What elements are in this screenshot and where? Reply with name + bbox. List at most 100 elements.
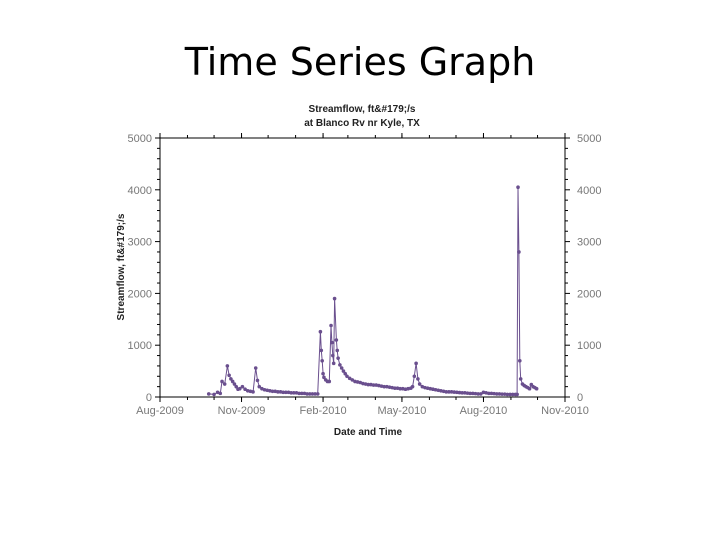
data-point [449,390,454,394]
data-point [212,392,216,397]
data-layer [206,185,539,397]
chart-title-line2: at Blanco Rv nr Kyle, TX [304,118,420,129]
data-point [527,386,532,391]
y-tick-label-right: 1000 [577,340,601,352]
data-point [486,391,491,396]
data-point [502,392,507,396]
data-point [412,374,417,379]
data-point [330,340,334,345]
data-point [319,348,324,353]
data-point [255,378,260,383]
data-point [338,363,342,367]
data-point [366,382,371,387]
data-point [444,390,449,394]
data-point [289,391,293,395]
data-point [457,390,462,395]
data-point [334,338,339,342]
data-point [297,391,301,396]
data-point [460,391,464,395]
data-point [494,392,499,396]
data-point [305,392,309,396]
data-point [382,384,387,389]
data-point [329,323,333,328]
data-point [225,364,230,368]
data-point [510,392,515,397]
data-point [284,390,288,395]
data-point [505,392,510,397]
data-point [206,392,211,396]
data-point [345,374,349,379]
data-point [500,392,504,396]
data-point [276,390,280,394]
data-point [327,379,332,384]
data-point [398,386,402,391]
data-point [452,390,457,394]
x-tick-label: Aug-2009 [136,405,184,417]
data-point [331,361,336,366]
y-tick-label-left: 4000 [128,185,152,197]
data-point [270,389,275,394]
data-point [414,361,418,366]
data-point [410,384,415,389]
data-point [489,391,494,396]
y-tick-label-right: 0 [577,392,583,404]
data-point [310,392,315,396]
data-point [516,185,520,190]
data-point [339,366,344,370]
data-point [517,250,521,254]
data-point [447,390,451,394]
y-tick-label-right: 2000 [577,288,601,300]
data-point [320,358,324,363]
x-tick-label: Nov-2009 [218,405,266,417]
data-point [335,348,340,353]
data-point [473,391,478,396]
y-tick-label-left: 3000 [128,237,152,249]
data-point [455,390,459,395]
data-point [508,392,512,397]
data-point [229,377,233,381]
data-point [227,373,231,378]
data-point [232,382,237,386]
data-point [515,392,519,397]
data-point [492,391,496,396]
data-point [251,390,255,394]
data-point [463,391,467,395]
data-point [471,391,475,396]
data-point [257,384,262,389]
data-point [350,378,355,382]
data-point [237,386,242,391]
data-point [218,391,223,396]
data-point [371,383,376,387]
data-point [534,386,539,391]
data-point [313,392,317,396]
chart-title-line1: Streamflow, ft&#179;/s [309,104,416,115]
data-point [497,392,502,396]
x-tick-label: Aug-2010 [460,405,508,417]
data-point [343,371,348,376]
y-axis-label: Streamflow, ft&#179;/s [116,213,127,320]
data-point [292,391,296,395]
x-tick-label: Feb-2010 [300,405,347,417]
data-point [332,296,337,301]
data-point [341,369,346,373]
y-tick-label-left: 2000 [128,288,152,300]
data-point [417,382,422,386]
data-point [465,391,470,395]
data-point [336,356,340,360]
data-point [321,371,325,376]
plot-frame [159,137,566,398]
data-point [315,392,320,396]
data-point [468,391,472,396]
data-point [416,377,420,381]
y-tick-label-right: 5000 [577,133,601,145]
data-point [476,392,480,396]
data-point [253,366,258,370]
y-tick-label-left: 1000 [128,340,152,352]
data-point [230,379,235,384]
x-axis-label: Date and Time [334,427,403,438]
data-point [322,375,326,380]
data-point [518,377,523,381]
tick-layer: 0 0 1000 1000 2000 2000 3000 3000 4000 4000 5000 50… [128,133,601,417]
slide-title: Time Series Graph [184,40,536,84]
